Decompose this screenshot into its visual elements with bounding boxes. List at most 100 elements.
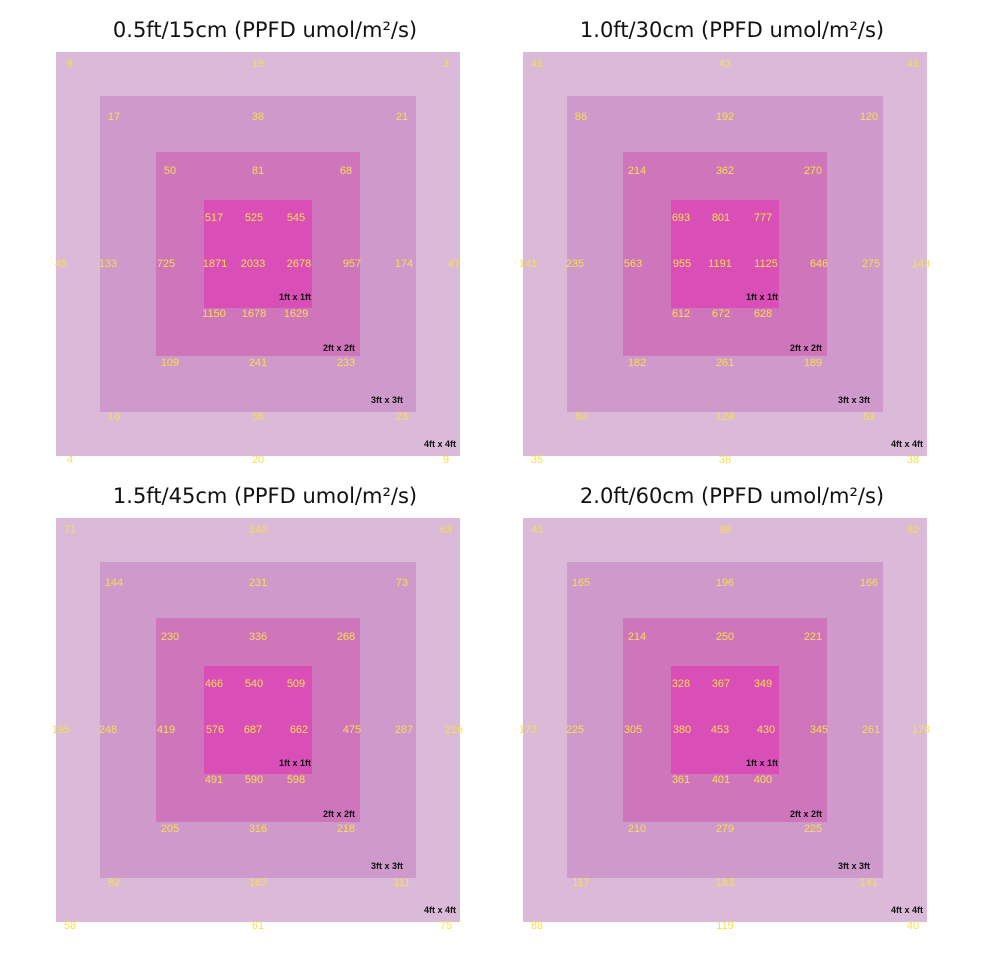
ppfd-value: 119: [716, 920, 734, 932]
ppfd-value: 328: [671, 678, 691, 690]
ppfd-value: 268: [336, 631, 356, 643]
ppfd-value: 305: [623, 724, 643, 736]
ppfd-value: 183: [715, 877, 735, 889]
ppfd-value: 73: [395, 577, 409, 589]
zone-size-label: 4ft x 4ft: [891, 905, 924, 915]
zone-size-label: 2ft x 2ft: [790, 809, 823, 819]
ppfd-value: 598: [286, 774, 306, 786]
ppfd-panel: 1.0ft/30cm (PPFD umol/m²/s) 41 43 41 86 192 12…: [497, 10, 967, 470]
ppfd-value: 1629: [283, 308, 309, 320]
ppfd-value: 47: [447, 258, 461, 270]
zone-size-label: 1ft x 1ft: [746, 292, 779, 302]
ppfd-value: 628: [753, 308, 773, 320]
ppfd-value: 1871: [202, 258, 228, 270]
ppfd-value: 231: [248, 577, 268, 589]
ppfd-value: 380: [672, 724, 692, 736]
ppfd-value: 174: [394, 258, 414, 270]
ppfd-value: 955: [672, 258, 692, 270]
ppfd-value: 36: [718, 454, 732, 466]
ppfd-value: 58: [63, 920, 77, 932]
ppfd-value: 81: [251, 165, 265, 177]
ppfd-value: 60: [574, 411, 588, 423]
ppfd-value: 41: [906, 58, 920, 70]
ppfd-value: 475: [342, 724, 362, 736]
ppfd-value: 345: [809, 724, 829, 736]
ppfd-value: 43: [530, 524, 544, 536]
ppfd-value: 4: [66, 454, 74, 466]
ppfd-value: 50: [163, 165, 177, 177]
ppfd-value: 120: [859, 111, 879, 123]
ppfd-value: 56: [251, 411, 265, 423]
ppfd-value: 75: [439, 920, 453, 932]
ppfd-value: 646: [809, 258, 829, 270]
ppfd-value: 61: [251, 920, 265, 932]
ppfd-value: 225: [565, 724, 585, 736]
panel-title: 0.5ft/15cm (PPFD umol/m²/s): [112, 18, 418, 42]
ppfd-value: 35: [530, 454, 544, 466]
ppfd-value: 45: [54, 258, 68, 270]
zone-size-label: 3ft x 3ft: [371, 861, 404, 871]
zone-size-label: 4ft x 4ft: [424, 439, 457, 449]
ppfd-value: 563: [623, 258, 643, 270]
ppfd-value: 491: [204, 774, 224, 786]
zone-size-label: 4ft x 4ft: [891, 439, 924, 449]
panel-title: 1.5ft/45cm (PPFD umol/m²/s): [112, 484, 418, 508]
zone-size-label: 3ft x 3ft: [371, 395, 404, 405]
ppfd-value: 466: [204, 678, 224, 690]
zone-1ft-square: [671, 200, 779, 308]
ppfd-panel: 1.5ft/45cm (PPFD umol/m²/s) 71 140 63 144 231…: [30, 476, 500, 936]
ppfd-value: 82: [107, 877, 121, 889]
ppfd-value: 576: [205, 724, 225, 736]
zone-size-label: 1ft x 1ft: [279, 758, 312, 768]
ppfd-value: 419: [156, 724, 176, 736]
ppfd-value: 1191: [708, 258, 732, 270]
ppfd-value: 61: [862, 411, 876, 423]
zone-size-label: 3ft x 3ft: [838, 395, 871, 405]
ppfd-value: 192: [715, 111, 735, 123]
ppfd-value: 163: [248, 877, 268, 889]
ppfd-value: 117: [572, 877, 590, 889]
ppfd-value: 777: [753, 212, 773, 224]
ppfd-value: 545: [286, 212, 306, 224]
ppfd-value: 687: [243, 724, 263, 736]
ppfd-value: 509: [286, 678, 306, 690]
ppfd-value: 38: [906, 454, 920, 466]
ppfd-value: 316: [248, 823, 268, 835]
ppfd-panel: 0.5ft/15cm (PPFD umol/m²/s) 8 19 3 17 38 21 50 8…: [30, 10, 500, 470]
zone-size-label: 1ft x 1ft: [279, 292, 312, 302]
ppfd-value: 2678: [286, 258, 312, 270]
ppfd-value: 43: [718, 58, 732, 70]
ppfd-value: 205: [160, 823, 180, 835]
ppfd-value: 88: [530, 920, 544, 932]
ppfd-value: 525: [244, 212, 264, 224]
ppfd-value: 1150: [202, 308, 226, 320]
zone-1ft-square: [671, 666, 779, 774]
ppfd-value: 141: [859, 877, 879, 889]
ppfd-value: 63: [439, 524, 453, 536]
ppfd-value: 2033: [240, 258, 266, 270]
zone-size-label: 4ft x 4ft: [424, 905, 457, 915]
ppfd-value: 235: [565, 258, 585, 270]
ppfd-value: 261: [715, 357, 735, 369]
ppfd-value: 693: [671, 212, 691, 224]
ppfd-value: 19: [251, 58, 265, 70]
panel-title: 2.0ft/60cm (PPFD umol/m²/s): [579, 484, 885, 508]
ppfd-value: 248: [98, 724, 118, 736]
ppfd-panel: 2.0ft/60cm (PPFD umol/m²/s) 43 99 82 165 196 1…: [497, 476, 967, 936]
ppfd-value: 1125: [754, 258, 778, 270]
ppfd-value: 144: [104, 577, 124, 589]
ppfd-value: 275: [861, 258, 881, 270]
ppfd-value: 8: [66, 58, 74, 70]
ppfd-value: 166: [859, 577, 879, 589]
ppfd-value: 662: [289, 724, 309, 736]
ppfd-value: 216: [444, 724, 464, 736]
ppfd-value: 400: [753, 774, 773, 786]
ppfd-value: 957: [342, 258, 362, 270]
ppfd-value: 453: [710, 724, 730, 736]
ppfd-value: 182: [627, 357, 647, 369]
ppfd-value: 9: [442, 454, 450, 466]
ppfd-value: 362: [715, 165, 735, 177]
ppfd-value: 23: [395, 411, 409, 423]
ppfd-value: 3: [442, 58, 450, 70]
ppfd-value: 801: [711, 212, 731, 224]
